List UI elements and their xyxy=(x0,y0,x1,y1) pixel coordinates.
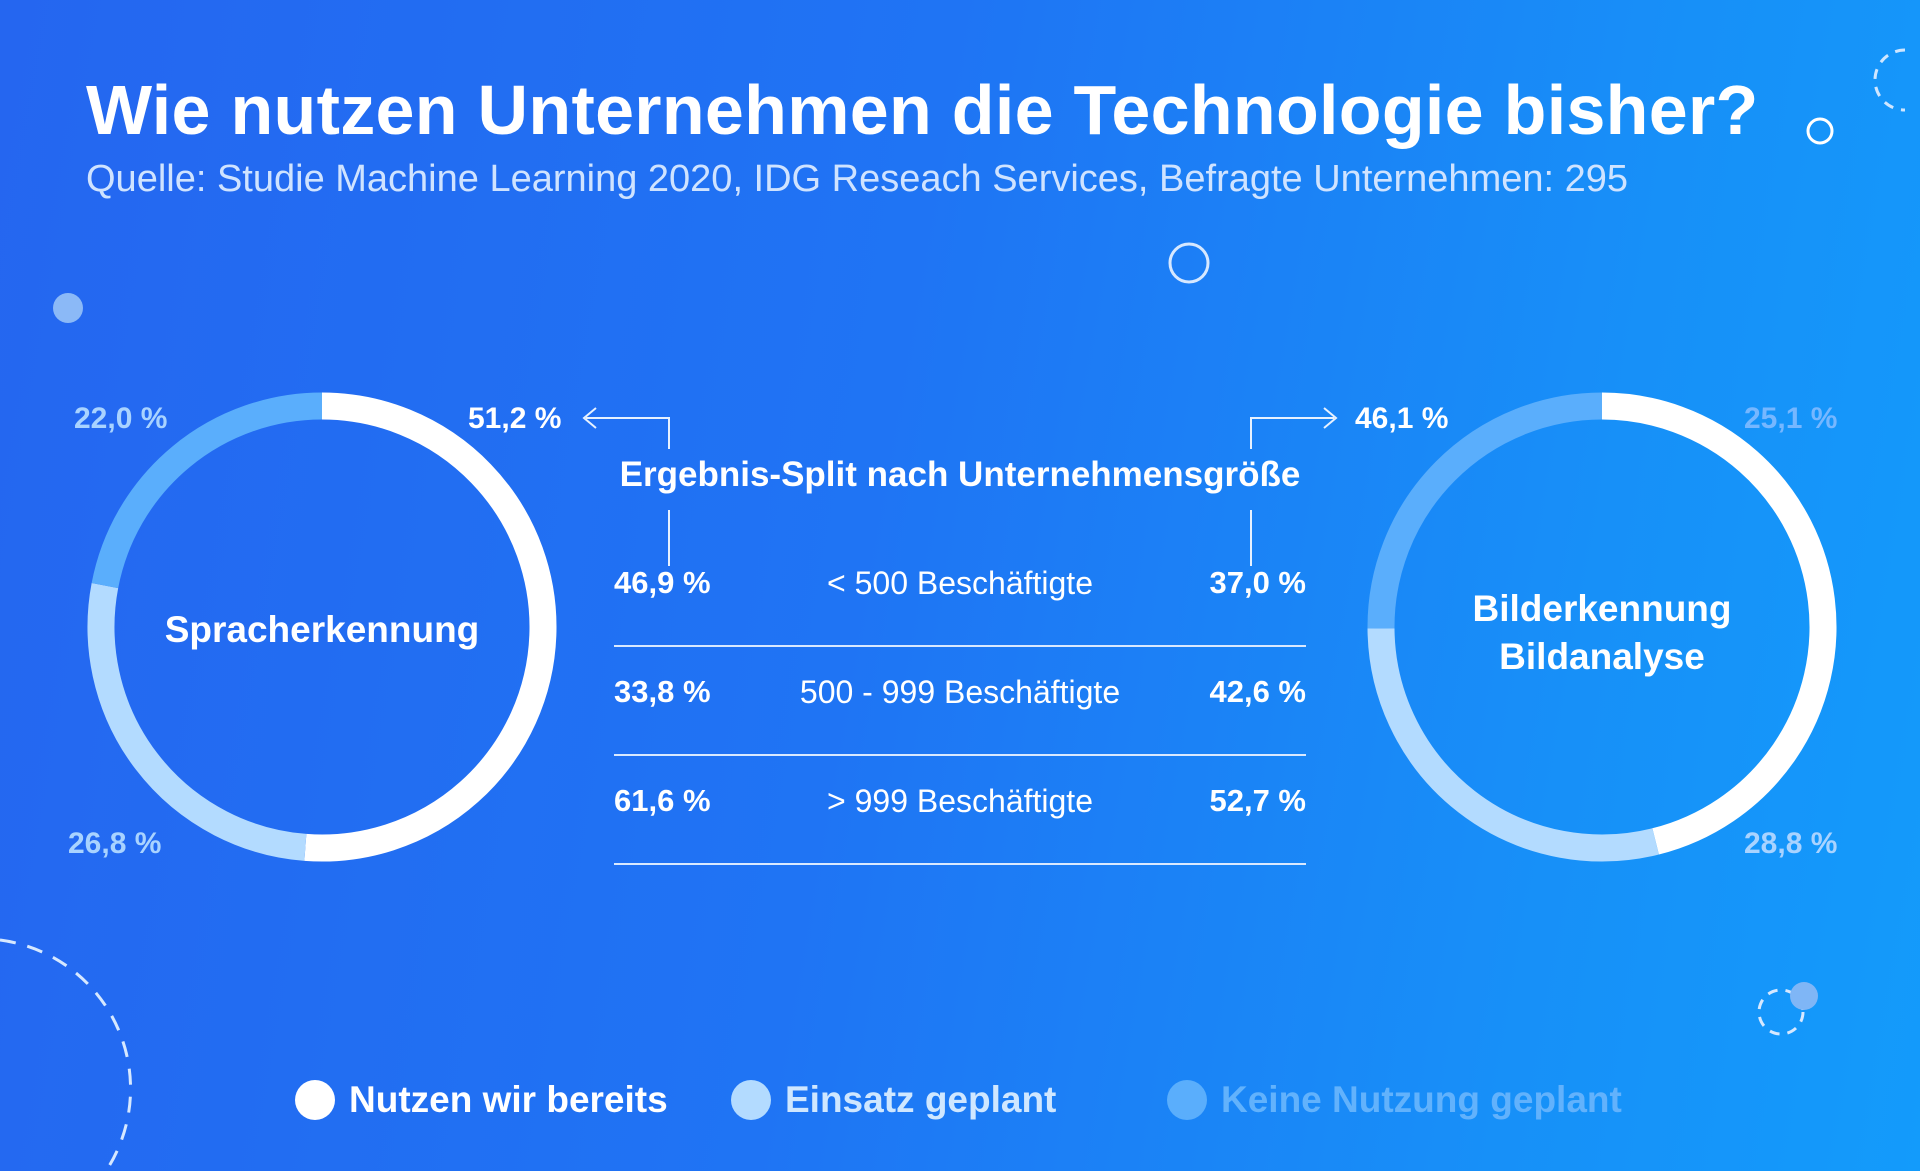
donut-slice-nutzen-bilderkennung xyxy=(1601,392,1837,855)
donut-center-label-spracherkennung: Spracherkennung xyxy=(82,606,562,654)
legend-label: Nutzen wir bereits xyxy=(349,1079,668,1120)
center-label-line-2: Bildanalyse xyxy=(1499,636,1705,677)
table-row: 61,6 % > 999 Beschäftigte 52,7 % xyxy=(614,755,1306,865)
value-label-nutzen-bilderkennung: 46,1 % xyxy=(1355,402,1449,435)
donut-slice-nutzen-spracherkennung xyxy=(304,392,557,862)
split-table-title: Ergebnis-Split nach Unternehmensgröße xyxy=(619,455,1301,494)
connector-left-top xyxy=(586,417,670,449)
decor-dashed-arc-top xyxy=(1873,48,1906,112)
legend-item-keine: Keine Nutzung geplant xyxy=(1167,1078,1622,1122)
legend-item-geplant: Einsatz geplant xyxy=(731,1078,1056,1122)
decor-ring-medium xyxy=(1168,242,1210,284)
legend-item-nutzen: Nutzen wir bereits xyxy=(295,1078,668,1122)
donut-slice-keine-spracherkennung xyxy=(91,392,323,589)
value-label-nutzen-spracherkennung: 51,2 % xyxy=(468,402,562,435)
row-label: > 999 Beschäftigte xyxy=(827,783,1093,819)
decor-dashed-arc-bottom xyxy=(0,938,133,1171)
legend-label: Einsatz geplant xyxy=(785,1079,1057,1120)
value-label-geplant-spracherkennung: 26,8 % xyxy=(68,827,162,860)
donut-slice-geplant-spracherkennung xyxy=(87,583,307,861)
decor-dot xyxy=(53,293,83,323)
row-value-bilderkennung: 37,0 % xyxy=(1209,565,1306,600)
row-value-bilderkennung: 52,7 % xyxy=(1209,783,1306,818)
donut-slice-geplant-bilderkennung xyxy=(1367,628,1659,862)
row-value-spracherkennung: 46,9 % xyxy=(614,565,711,600)
donut-slice-keine-bilderkennung xyxy=(1367,392,1603,629)
decor-dot-bottom xyxy=(1790,982,1818,1010)
decor-dashed-ring xyxy=(1757,988,1805,1036)
connector-right-top xyxy=(1250,417,1334,449)
value-label-keine-spracherkennung: 22,0 % xyxy=(74,402,168,435)
legend-swatch-white-icon xyxy=(295,1080,335,1120)
row-value-spracherkennung: 33,8 % xyxy=(614,674,711,709)
legend-swatch-mid-icon xyxy=(1167,1080,1207,1120)
page-subtitle: Quelle: Studie Machine Learning 2020, ID… xyxy=(86,158,1629,200)
legend-swatch-light-icon xyxy=(731,1080,771,1120)
donut-chart-bilderkennung xyxy=(1367,392,1837,862)
table-row: 33,8 % 500 - 999 Beschäftigte 42,6 % xyxy=(614,646,1306,756)
value-label-keine-bilderkennung: 25,1 % xyxy=(1744,402,1838,435)
arrow-right-icon xyxy=(1323,407,1338,429)
donut-center-label-bilderkennung: Bilderkennung Bildanalyse xyxy=(1362,585,1842,681)
decor-ring-small xyxy=(1806,117,1834,145)
donut-chart-spracherkennung xyxy=(87,392,557,862)
row-label: 500 - 999 Beschäftigte xyxy=(799,674,1121,710)
value-label-geplant-bilderkennung: 28,8 % xyxy=(1744,827,1838,860)
page-title: Wie nutzen Unternehmen die Technologie b… xyxy=(86,71,1759,149)
row-value-spracherkennung: 61,6 % xyxy=(614,783,711,818)
row-label: < 500 Beschäftigte xyxy=(827,565,1093,601)
arrow-left-icon xyxy=(582,407,597,429)
center-label-line: Spracherkennung xyxy=(164,609,480,650)
row-value-bilderkennung: 42,6 % xyxy=(1209,674,1306,709)
legend-label: Keine Nutzung geplant xyxy=(1221,1079,1622,1120)
table-row: 46,9 % < 500 Beschäftigte 37,0 % xyxy=(614,537,1306,647)
center-label-line-1: Bilderkennung xyxy=(1472,588,1732,629)
